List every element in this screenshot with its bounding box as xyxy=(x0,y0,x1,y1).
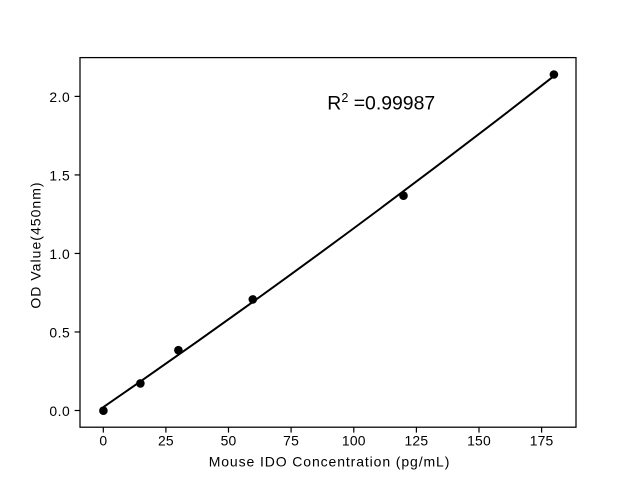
svg-text:175: 175 xyxy=(530,433,554,449)
svg-text:R2 =0.99987: R2 =0.99987 xyxy=(327,91,435,115)
svg-text:50: 50 xyxy=(221,433,237,449)
svg-text:0.0: 0.0 xyxy=(49,403,70,419)
svg-text:0.5: 0.5 xyxy=(49,325,70,341)
svg-text:1.0: 1.0 xyxy=(49,246,70,262)
svg-text:OD Value(450nm): OD Value(450nm) xyxy=(28,181,44,308)
svg-text:25: 25 xyxy=(158,433,174,449)
svg-text:1.5: 1.5 xyxy=(49,168,70,184)
svg-text:100: 100 xyxy=(342,433,366,449)
svg-text:Mouse IDO Concentration (pg/mL: Mouse IDO Concentration (pg/mL) xyxy=(209,454,451,470)
svg-text:150: 150 xyxy=(467,433,491,449)
svg-text:0: 0 xyxy=(99,433,107,449)
svg-text:75: 75 xyxy=(283,433,299,449)
svg-text:125: 125 xyxy=(405,433,429,449)
svg-text:2.0: 2.0 xyxy=(49,89,70,105)
